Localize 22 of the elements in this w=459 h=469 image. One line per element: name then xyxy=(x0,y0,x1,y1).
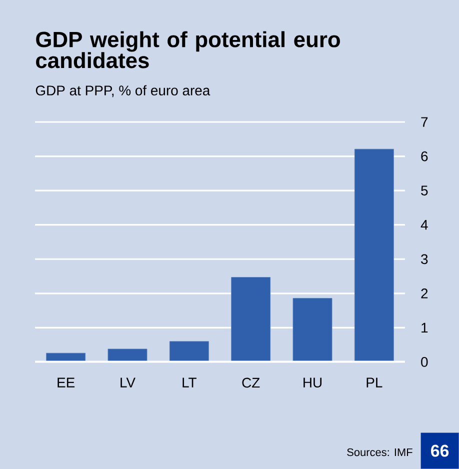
source-note: Sources: IMF xyxy=(347,448,412,456)
y-tick-label: 6 xyxy=(421,151,428,162)
y-tick-label: 4 xyxy=(420,220,428,230)
bar xyxy=(231,277,270,362)
x-tick-label: HU xyxy=(304,378,322,388)
x-tick-label: LT xyxy=(182,378,196,388)
y-tick-label: 2 xyxy=(421,288,428,298)
x-tick-label: EE xyxy=(58,378,75,388)
chart-title: GDP weight of potential euro candidates xyxy=(36,31,340,68)
chart-subtitle: GDP at PPP, % of euro area xyxy=(36,85,210,98)
x-tick-label: PL xyxy=(366,378,382,388)
bar xyxy=(292,298,332,362)
bar xyxy=(170,341,209,362)
y-tick-label: 7 xyxy=(421,117,428,127)
y-tick-label: 5 xyxy=(421,186,428,196)
bar xyxy=(354,148,394,362)
text: 66 xyxy=(431,444,449,457)
x-tick-label: LV xyxy=(120,378,136,388)
y-tick-label: 1 xyxy=(422,322,428,333)
y-tick-label: 3 xyxy=(421,254,428,264)
x-tick-label: CZ xyxy=(242,378,260,388)
y-tick-label: 0 xyxy=(421,357,428,367)
